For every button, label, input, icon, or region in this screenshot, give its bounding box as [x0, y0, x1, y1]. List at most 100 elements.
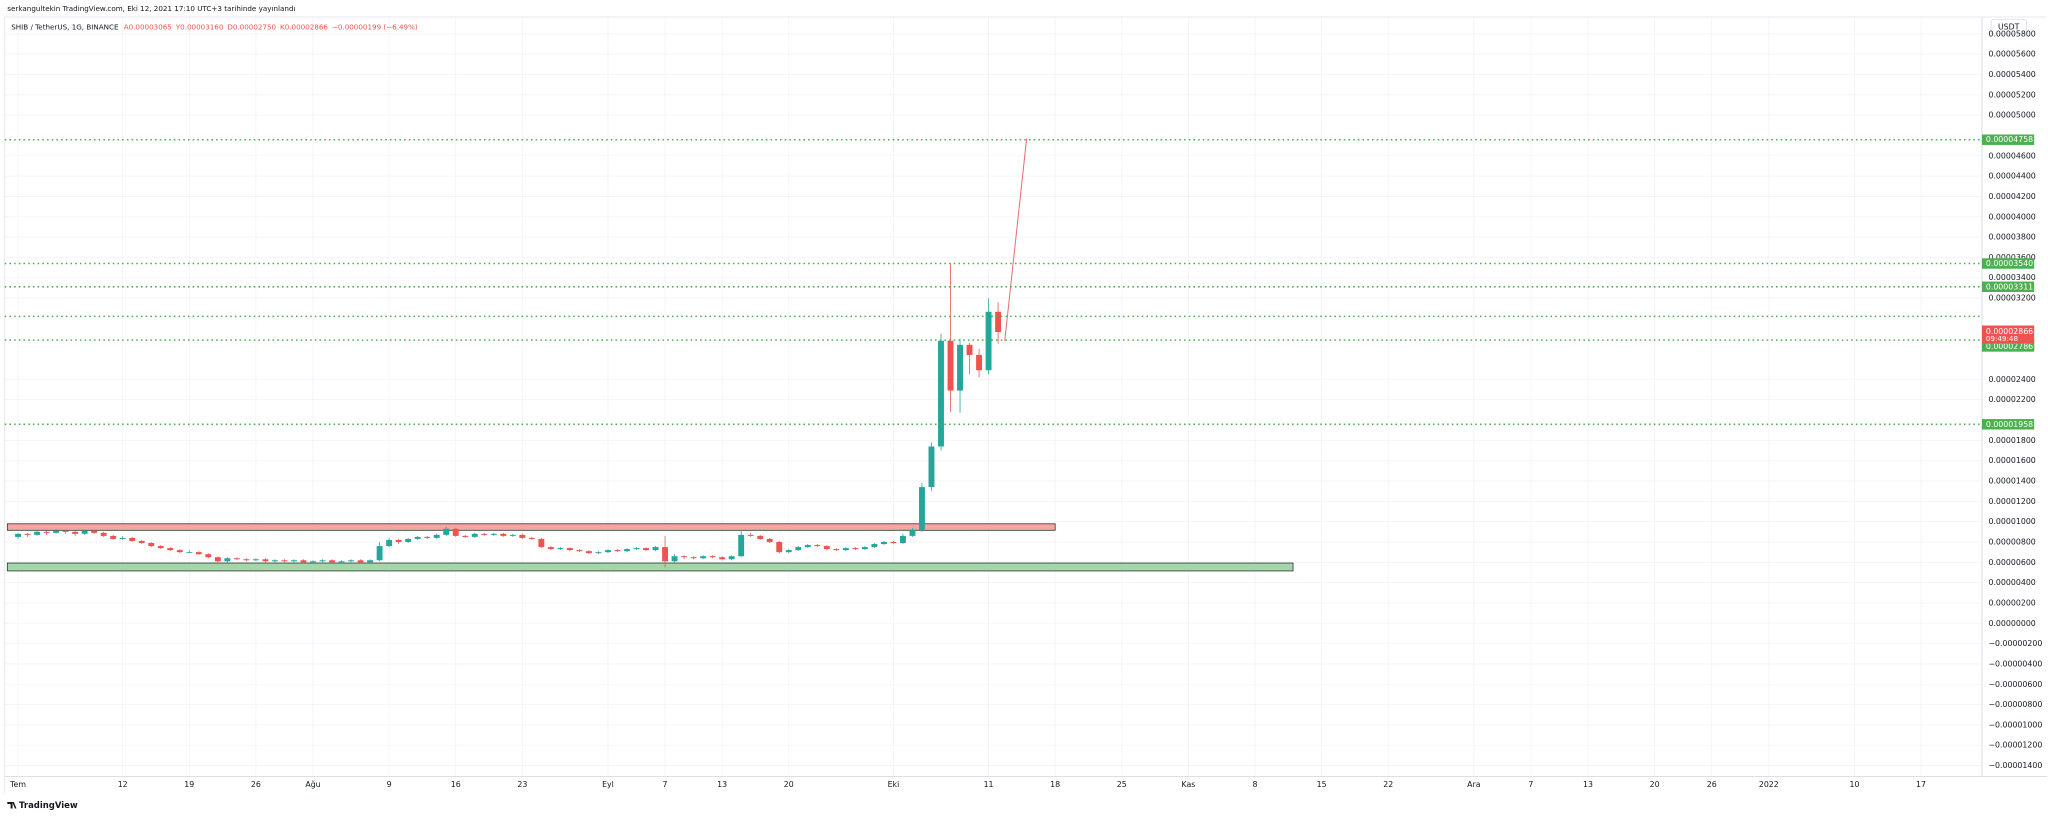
candle-body	[966, 344, 973, 355]
y-unit: USDT	[1998, 22, 2020, 31]
candle-body	[823, 546, 830, 550]
candle-body	[605, 550, 611, 553]
y-tick-label: 0.00005000	[1988, 111, 2035, 120]
candle-body	[757, 535, 764, 539]
y-tick-label: −0.00000600	[1988, 680, 2042, 689]
x-tick-label: 9	[387, 780, 392, 789]
last-price-countdown: 09:49:48	[1986, 334, 2019, 343]
candle-body	[81, 530, 88, 534]
candle-body	[386, 539, 393, 547]
y-tick-label: −0.00001400	[1988, 761, 2042, 770]
projection-line	[1004, 138, 1028, 341]
candle-body	[129, 537, 136, 541]
candle-body	[899, 535, 906, 543]
candle-body	[91, 530, 98, 533]
candle-body	[919, 487, 925, 530]
x-tick-label: 10	[1849, 780, 1859, 789]
candle-body	[709, 556, 716, 558]
candle-body	[776, 541, 783, 553]
candle-body	[119, 537, 126, 539]
x-tick-label: 22	[1383, 780, 1393, 789]
candle-body	[690, 557, 697, 559]
logo: TradingView	[19, 800, 78, 810]
level-label: 0.00004758	[1986, 135, 2033, 144]
x-tick-label: Tem	[9, 780, 26, 789]
y-tick-label: 0.00000400	[1988, 578, 2035, 587]
candle-body	[852, 548, 859, 550]
candle-body	[24, 533, 31, 535]
candle-body	[405, 538, 412, 542]
y-tick-label: 0.00005800	[1988, 29, 2035, 38]
candle-body	[804, 545, 811, 548]
candle-body	[110, 535, 117, 539]
candle-body	[205, 554, 212, 558]
candle-body	[795, 547, 802, 551]
level-label: 0.00003311	[1986, 282, 2033, 291]
level-label: 0.00002786	[1986, 342, 2033, 351]
candle-body	[681, 556, 688, 558]
x-tick-label: 7	[663, 780, 668, 789]
y-tick-label: −0.00000800	[1988, 700, 2042, 709]
y-tick-label: 0.00004600	[1988, 151, 2035, 160]
y-tick-label: 0.00004400	[1988, 172, 2035, 181]
level-label-bg	[1981, 419, 2035, 430]
ohlc-low: D0.00002750	[227, 22, 276, 31]
candle-body	[329, 560, 335, 563]
candle-body	[443, 528, 450, 535]
candle-body	[928, 446, 935, 488]
x-tick-label: 12	[118, 780, 128, 789]
candle-body	[462, 535, 469, 537]
candle-body	[433, 534, 440, 538]
y-tick-label: −0.00001000	[1988, 720, 2042, 729]
candle-body	[348, 560, 355, 562]
candle-body	[424, 536, 431, 538]
x-tick-label: 15	[1317, 780, 1327, 789]
y-tick-label: 0.00000200	[1988, 598, 2035, 607]
candle-body	[395, 539, 402, 542]
candle-body	[167, 548, 174, 551]
y-tick-label: 0.00005200	[1988, 90, 2035, 99]
candle-body	[957, 344, 963, 391]
level-label-bg	[1981, 134, 2035, 145]
candle-body	[947, 340, 954, 391]
candle-body	[624, 549, 630, 552]
candle-body	[157, 546, 164, 549]
candle-body	[738, 534, 745, 557]
zone	[6, 523, 1056, 531]
candle-body	[176, 550, 183, 553]
logo-icon	[7, 801, 17, 809]
x-tick-label: Ara	[1467, 780, 1481, 789]
candle-body	[880, 541, 887, 545]
candle-body	[871, 544, 878, 548]
candle-body	[728, 556, 735, 560]
candle-body	[262, 559, 269, 562]
candle-body	[452, 528, 459, 536]
y-tick-label: 0.00001800	[1988, 436, 2035, 445]
x-tick-label: 16	[451, 780, 461, 789]
candle-body	[814, 545, 821, 547]
x-tick-label: 26	[251, 780, 261, 789]
candle-body	[652, 547, 659, 551]
y-tick-label: 0.00000800	[1988, 537, 2035, 546]
candle-body	[766, 538, 773, 542]
legend: SHIB / TetherUS, 1G, BINANCE A0.00003065 Y…	[11, 22, 418, 31]
candle-body	[100, 532, 107, 536]
candle-body	[890, 541, 897, 543]
unit-box[interactable]	[1990, 19, 2027, 35]
x-tick-label: Kas	[1181, 780, 1195, 789]
candle-body	[547, 547, 554, 550]
published-note: serkangultekin TradingView.com, Eki 12, …	[7, 4, 295, 13]
candle-body	[842, 548, 849, 551]
y-tick-label: 0.00003400	[1988, 273, 2035, 282]
candle-body	[471, 533, 478, 537]
ohlc-high: Y0.00003160	[175, 22, 224, 31]
candle-body	[148, 542, 155, 547]
candle-body	[576, 550, 583, 552]
candle-body	[233, 558, 240, 560]
candle-body	[909, 529, 916, 536]
candle-body	[72, 531, 79, 534]
y-tick-label: 0.00000000	[1988, 619, 2035, 628]
candle-body	[252, 559, 259, 561]
